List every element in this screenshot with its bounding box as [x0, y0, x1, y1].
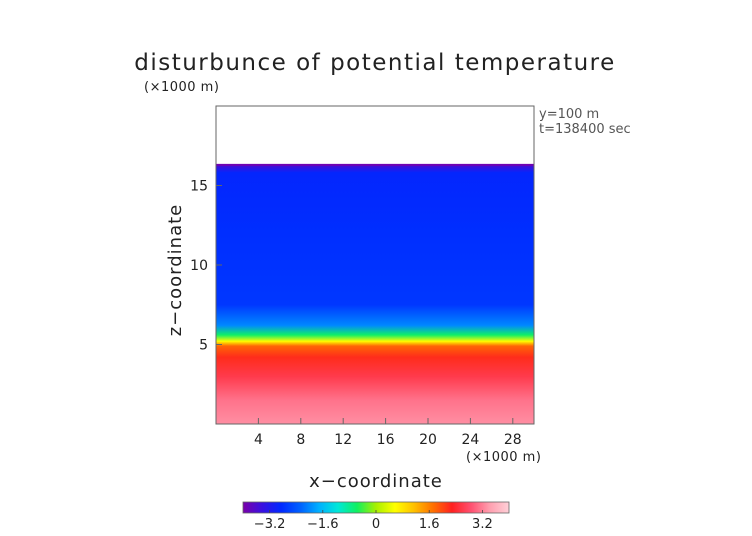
x-axis-ticks: 4 8 12 16 20 24 28	[254, 418, 522, 448]
x-tick-label: 16	[377, 432, 395, 448]
colorbar-tick-label: −3.2	[254, 517, 286, 532]
x-axis-label: x−coordinate	[309, 471, 443, 492]
x-tick-label: 20	[419, 432, 437, 448]
colorbar-ticks: −3.2 −1.6 0 1.6 3.2	[254, 510, 493, 532]
chart-title: disturbunce of potential temperature	[134, 50, 616, 76]
y-tick-label: 10	[190, 258, 208, 274]
x-tick-label: 8	[296, 432, 305, 448]
annotation-t: t=138400 sec	[539, 122, 631, 137]
colorbar-tick-label: 0	[372, 517, 380, 532]
y-axis-ticks: 5 10 15	[190, 179, 222, 354]
x-tick-label: 12	[334, 432, 352, 448]
y-axis-label: z−coordinate	[165, 204, 186, 337]
y-tick-label: 5	[199, 338, 208, 354]
y-tick-label: 15	[190, 179, 208, 195]
x-tick-label: 24	[461, 432, 479, 448]
colorbar-tick-label: 1.6	[419, 517, 440, 532]
x-tick-label: 28	[504, 432, 522, 448]
temperature-field	[216, 164, 534, 424]
heatmap-field	[216, 163, 534, 424]
annotation-y: y=100 m	[539, 107, 599, 122]
colorbar-tick-label: −1.6	[307, 517, 339, 532]
y-axis-unit: (×1000 m)	[144, 80, 219, 95]
x-tick-label: 4	[254, 432, 263, 448]
colorbar-tick-label: 3.2	[472, 517, 493, 532]
x-axis-unit: (×1000 m)	[466, 450, 541, 465]
